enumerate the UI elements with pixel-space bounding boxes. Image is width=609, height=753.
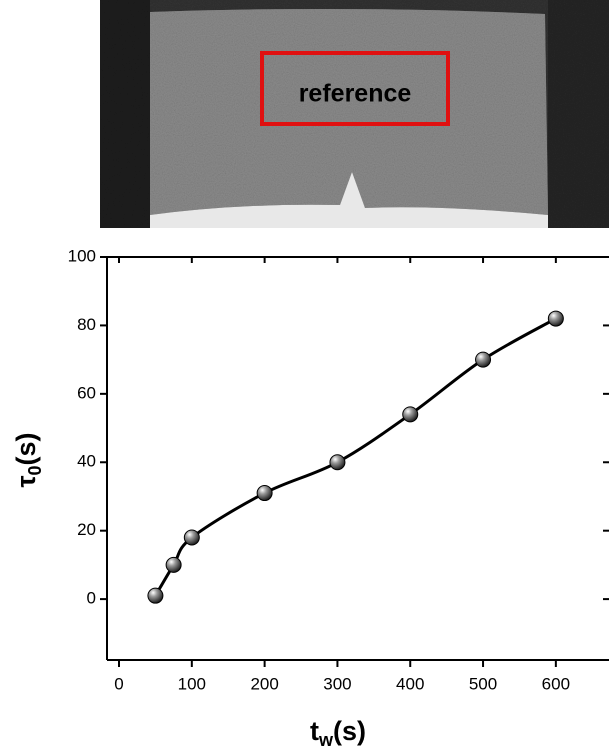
y-tick-label: 20 — [77, 520, 96, 539]
point — [547, 310, 564, 327]
point — [147, 587, 164, 604]
x-tick-label: 200 — [250, 674, 278, 693]
y-tick-label: 0 — [87, 589, 96, 608]
y-tick-label: 40 — [77, 452, 96, 471]
y-axis-title: τ0(s) — [11, 432, 45, 487]
reference-label: reference — [299, 80, 412, 108]
point — [402, 406, 419, 423]
point — [165, 556, 182, 573]
point — [183, 529, 200, 546]
x-tick-label: 100 — [178, 674, 206, 693]
x-tick-label: 300 — [323, 674, 351, 693]
x-tick-label: 500 — [469, 674, 497, 693]
y-title-unit: (s) — [11, 432, 41, 465]
x-tick-label: 600 — [542, 674, 570, 693]
point — [329, 454, 346, 471]
plot: 0 20 40 60 80 100 0 100 200 300 400 500 600 — [68, 246, 609, 693]
right-grip — [548, 0, 609, 228]
reference-box — [260, 51, 450, 126]
y-tick-label: 100 — [68, 246, 96, 265]
left-grip — [100, 0, 150, 228]
photo: reference — [100, 0, 609, 228]
x-axis-title: tw(s) — [310, 716, 366, 750]
sample-edge — [150, 172, 548, 228]
point — [475, 351, 492, 368]
x-tick-label: 400 — [396, 674, 424, 693]
x-title-subscript: w — [318, 730, 334, 750]
y-title-subscript: 0 — [25, 465, 45, 475]
y-tick-label: 60 — [77, 383, 96, 402]
curve — [154, 317, 557, 597]
x-tick-label: 0 — [114, 674, 123, 693]
x-title-symbol: t — [310, 716, 319, 746]
point — [256, 485, 273, 502]
x-title-unit: (s) — [333, 716, 366, 746]
y-title-symbol: τ — [11, 475, 41, 487]
y-tick-label: 80 — [77, 315, 96, 334]
